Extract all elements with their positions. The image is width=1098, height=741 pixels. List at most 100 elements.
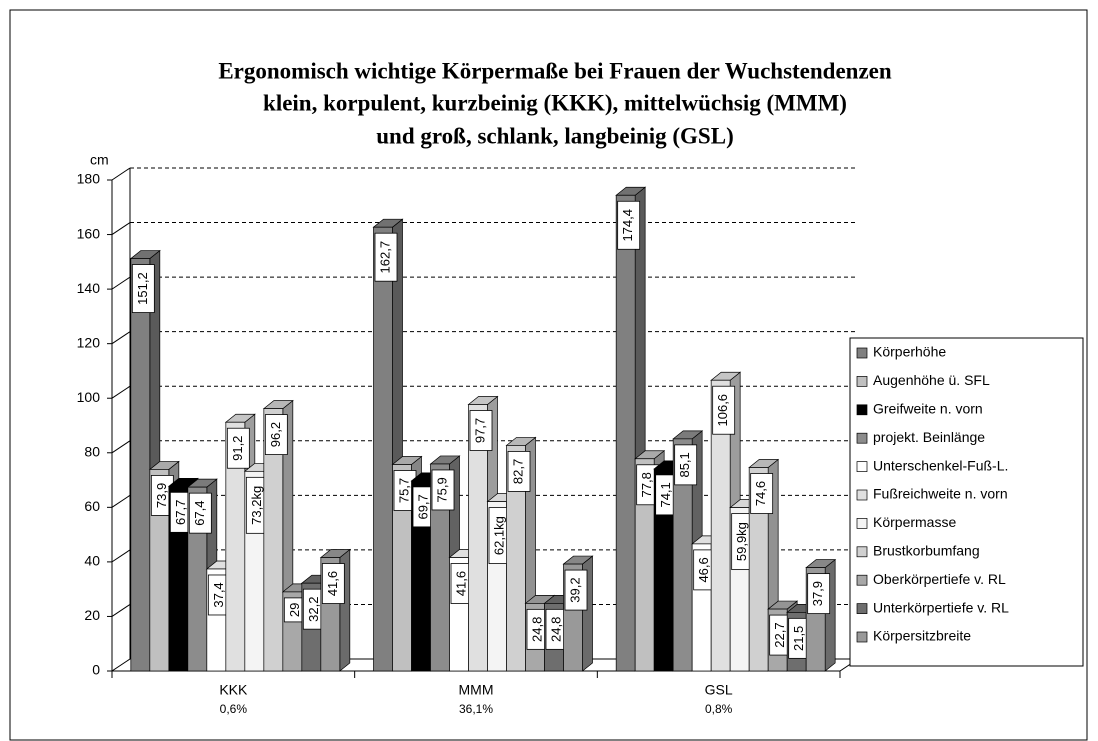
value-label-box: [131, 264, 155, 313]
value-label-box: [712, 385, 736, 435]
bar: [130, 258, 151, 672]
value-label: 91,2: [230, 436, 245, 461]
value-label: 29: [287, 603, 302, 617]
value-label: 85,1: [677, 452, 692, 477]
grid-line: [111, 331, 131, 345]
y-tick-label: 80: [84, 443, 100, 459]
value-label-box: [226, 427, 250, 469]
value-label: 41,6: [453, 571, 468, 596]
value-label: 75,9: [434, 477, 449, 502]
y-tick-label: 100: [77, 389, 101, 405]
value-label: 67,7: [173, 500, 188, 525]
value-label: 46,6: [696, 557, 711, 582]
x-tick-note: 0,8%: [705, 702, 733, 716]
x-tick-label: GSL: [705, 682, 733, 698]
value-label: 39,2: [567, 577, 582, 602]
value-label: 73,2kg: [249, 486, 264, 525]
grid-line: [111, 276, 131, 290]
value-label-box: [617, 200, 641, 250]
y-tick-label: 140: [77, 280, 101, 296]
value-label: 73,9: [154, 483, 169, 508]
value-label: 67,4: [192, 500, 207, 525]
legend-swatch: [856, 631, 868, 643]
legend-swatch: [856, 518, 868, 529]
legend-swatch: [856, 546, 868, 558]
legend-label: Körpermasse: [873, 514, 956, 530]
bar: [373, 226, 393, 672]
value-label: 21,5: [791, 626, 806, 651]
x-tick-label: MMM: [459, 682, 494, 698]
value-label: 37,9: [810, 581, 825, 606]
value-label: 22,7: [772, 622, 787, 647]
x-tick-note: 0,6%: [220, 702, 248, 716]
value-label: 75,7: [396, 478, 411, 503]
grid-line: [111, 604, 131, 617]
y-tick-label: 60: [84, 498, 100, 514]
value-label: 32,2: [306, 597, 321, 622]
grid-line: [111, 440, 131, 454]
legend-swatch: [856, 574, 868, 586]
value-label-box: [264, 414, 288, 455]
x-tick-note: 36,1%: [459, 702, 493, 716]
value-label-box: [807, 573, 831, 615]
y-tick-label: 40: [84, 553, 100, 569]
legend-label: Unterkörpertiefe v. RL: [873, 599, 1009, 615]
value-label-box: [431, 469, 455, 511]
legend-swatch: [856, 376, 868, 387]
value-label: 96,2: [268, 422, 283, 447]
legend-label: Greifweite n. vorn: [873, 401, 983, 417]
value-label: 151,2: [135, 272, 150, 305]
legend-box: [849, 337, 1084, 667]
legend-swatch: [856, 432, 868, 444]
x-tick-label: KKK: [219, 682, 248, 698]
y-axis-label: cm: [90, 152, 109, 168]
legend-label: Brustkorbumfang: [873, 543, 980, 559]
legend-label: Oberkörpertiefe v. RL: [873, 571, 1006, 587]
bar: [615, 194, 636, 672]
legend-swatch: [856, 347, 868, 359]
value-label: 82,7: [510, 459, 525, 484]
value-label: 162,7: [377, 241, 392, 274]
bar: [748, 467, 769, 672]
y-tick-label: 160: [77, 225, 101, 241]
value-label: 77,8: [639, 472, 654, 497]
value-label: 174,4: [620, 209, 635, 242]
value-label-box: [188, 492, 212, 534]
value-label: 74,1: [658, 482, 673, 507]
y-tick-label: 120: [77, 334, 101, 350]
grid-line: [111, 167, 131, 181]
legend-swatch: [856, 404, 868, 416]
chart-title: Ergonomisch wichtige Körpermaße bei Frau…: [218, 58, 892, 83]
value-label-box: [564, 569, 588, 611]
legend-swatch: [856, 489, 868, 501]
grid-line: [111, 549, 131, 563]
legend-label: Körperhöhe: [873, 344, 946, 360]
value-label: 37,4: [211, 582, 226, 607]
legend-label: Körpersitzbreite: [873, 628, 971, 644]
legend-swatch: [856, 461, 868, 472]
value-label-box: [674, 444, 698, 486]
value-label: 41,6: [325, 571, 340, 596]
chart-title: klein, korpulent, kurzbeinig (KKK), mitt…: [263, 90, 847, 115]
value-label-box: [750, 473, 774, 514]
grid-line: [111, 494, 131, 508]
legend-label: Fußreichweite n. vorn: [873, 486, 1008, 502]
value-label-box: [321, 563, 345, 604]
chart-title: und groß, schlank, langbeinig (GSL): [376, 123, 733, 148]
value-label: 59,9kg: [734, 522, 749, 561]
legend-label: Unterschenkel-Fuß-L.: [873, 457, 1008, 473]
value-label: 62,1kg: [491, 516, 506, 555]
value-label-box: [374, 232, 398, 282]
value-label: 97,7: [472, 418, 487, 443]
value-label: 74,6: [753, 481, 768, 506]
value-label: 24,8: [548, 617, 563, 642]
legend-swatch: [856, 603, 868, 614]
grid-line: [111, 385, 131, 399]
y-tick-label: 0: [92, 662, 100, 678]
y-tick-label: 20: [84, 607, 100, 623]
bar: [506, 445, 526, 672]
value-label: 106,6: [715, 394, 730, 427]
bar: [263, 408, 284, 672]
legend-label: Augenhöhe ü. SFL: [873, 372, 990, 388]
value-label: 24,8: [529, 617, 544, 642]
